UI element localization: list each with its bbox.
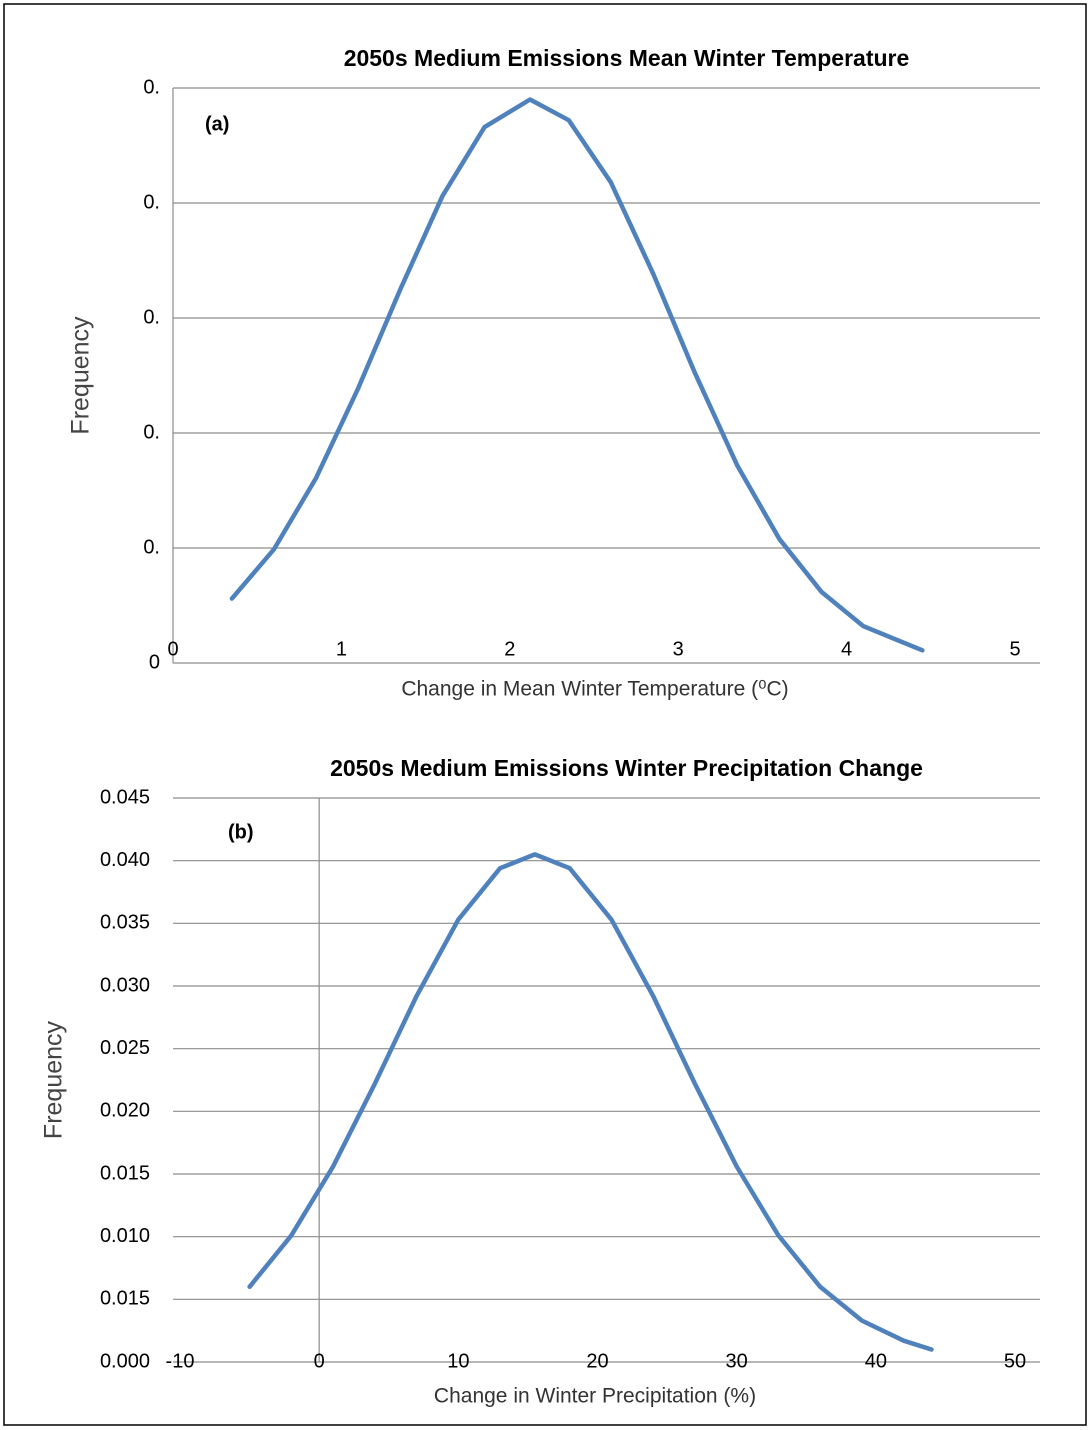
y-axis-title: Frequency: [40, 1020, 68, 1139]
y-tick-label: 0.010: [100, 1225, 150, 1247]
data-line: [247, 852, 934, 1352]
y-tick-label: 0.: [143, 421, 160, 443]
x-tick-label: 4: [841, 638, 852, 660]
x-tick-label: 5: [1009, 638, 1020, 660]
x-tick-label: 10: [447, 1350, 469, 1372]
y-tick-label: 0.030: [100, 974, 150, 996]
x-tick-label: 0: [167, 638, 178, 660]
x-tick-label: 30: [726, 1350, 748, 1372]
x-tick-label: 1: [336, 638, 347, 660]
x-tick-label: 0: [314, 1350, 325, 1372]
x-tick-label: 2: [504, 638, 515, 660]
x-axis-title: Change in Mean Winter Temperature (⁰C): [401, 678, 788, 701]
chart-title: 2050s Medium Emissions Mean Winter Tempe…: [344, 45, 910, 71]
x-tick-label: -10: [166, 1350, 195, 1372]
y-tick-label: 0.035: [100, 912, 150, 934]
x-tick-label: 40: [865, 1350, 887, 1372]
y-tick-label: 0.015: [100, 1162, 150, 1184]
data-line: [229, 97, 925, 653]
y-tick-label: 0: [149, 651, 160, 673]
panel-label: (b): [228, 821, 254, 843]
frame: [3, 3, 1087, 1426]
x-tick-label: 50: [1004, 1350, 1026, 1372]
x-tick-label: 3: [673, 638, 684, 660]
y-tick-label: 0.040: [100, 849, 150, 871]
y-axis-title: Frequency: [67, 316, 95, 435]
x-tick-label: 20: [586, 1350, 608, 1372]
chart-title: 2050s Medium Emissions Winter Precipitat…: [330, 755, 923, 781]
y-tick-label: 0.: [143, 76, 160, 98]
y-tick-label: 0.000: [100, 1350, 150, 1372]
y-tick-label: 0.015: [100, 1288, 150, 1310]
y-tick-label: 0.020: [100, 1100, 150, 1122]
y-tick-label: 0.045: [100, 786, 150, 808]
y-tick-label: 0.: [143, 191, 160, 213]
y-tick-label: 0.: [143, 536, 160, 558]
x-axis-title: Change in Winter Precipitation (%): [434, 1385, 756, 1408]
panel-label: (a): [205, 113, 229, 135]
y-tick-label: 0.025: [100, 1037, 150, 1059]
y-tick-label: 0.: [143, 306, 160, 328]
